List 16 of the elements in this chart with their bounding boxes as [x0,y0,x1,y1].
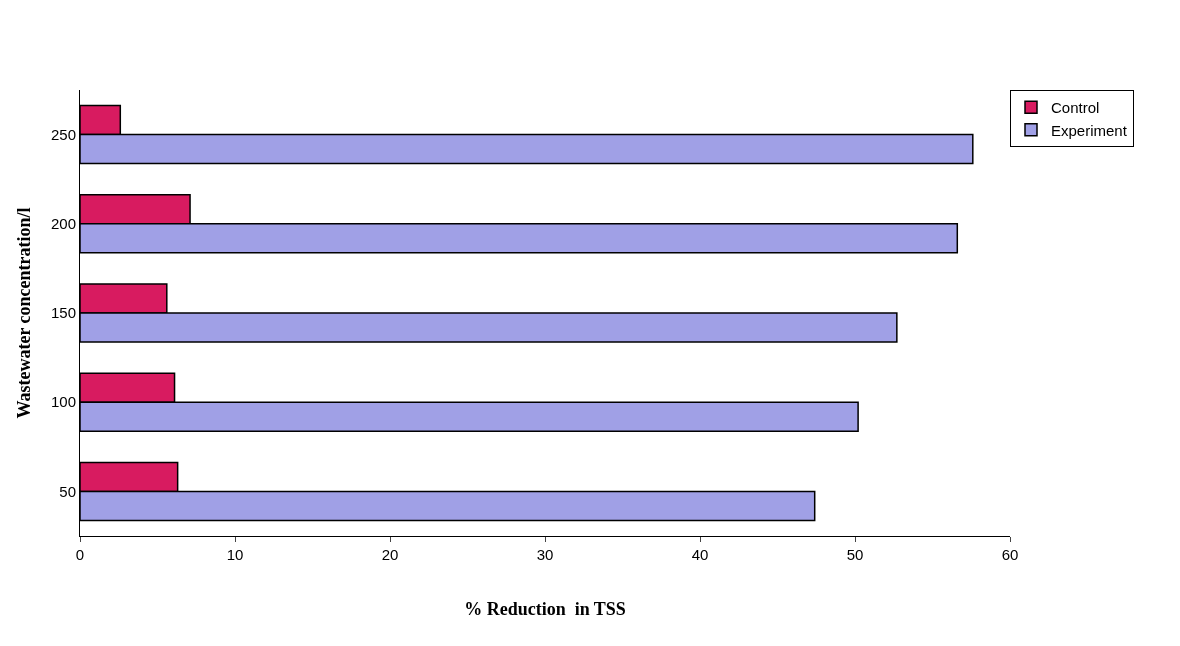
x-tick-label: 10 [226,546,244,563]
legend-label: Experiment [1051,121,1128,139]
y-tick-label: 50 [59,482,76,500]
x-tick-label: 30 [536,546,554,563]
x-tick-label: 50 [846,546,864,563]
x-tick-label: 40 [691,546,709,563]
x-axis-title: % Reduction in TSS [464,599,626,620]
x-tick-label: 60 [1001,546,1019,563]
y-tick-label: 250 [50,125,76,143]
y-tick-label: 100 [50,393,76,411]
y-axis-title: Wastewater concentration/l [14,207,35,419]
y-tick-label: 200 [50,215,76,233]
y-tick-label: 150 [50,304,76,322]
x-tick-label: 20 [381,546,399,563]
legend-label: Control [1051,99,1100,117]
x-tick-label: 0 [75,546,85,563]
